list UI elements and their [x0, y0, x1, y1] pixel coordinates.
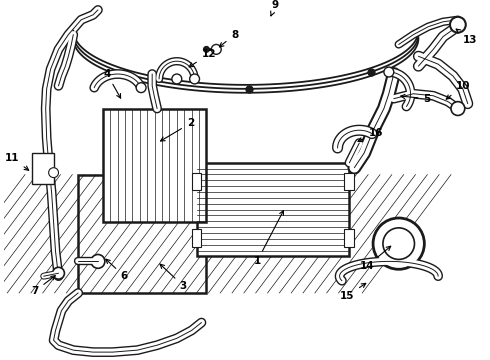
Bar — [344, 229, 354, 247]
Bar — [192, 173, 201, 190]
Text: 5: 5 — [401, 94, 431, 104]
Text: 3: 3 — [160, 264, 187, 291]
Bar — [344, 173, 354, 190]
Bar — [32, 153, 53, 184]
Bar — [103, 109, 206, 222]
Text: 10: 10 — [446, 81, 470, 99]
Text: 16: 16 — [358, 128, 384, 141]
Circle shape — [172, 74, 182, 84]
Bar — [196, 163, 349, 256]
Text: 1: 1 — [253, 211, 283, 266]
Circle shape — [190, 74, 199, 84]
Circle shape — [383, 228, 415, 260]
Circle shape — [136, 83, 146, 93]
Circle shape — [49, 168, 58, 177]
Text: 11: 11 — [4, 153, 28, 170]
Text: 13: 13 — [456, 29, 477, 45]
Text: 6: 6 — [106, 259, 128, 281]
Text: 14: 14 — [360, 246, 391, 271]
Circle shape — [384, 67, 394, 77]
Text: 7: 7 — [31, 276, 55, 296]
Circle shape — [373, 218, 424, 269]
Text: 9: 9 — [270, 0, 279, 16]
Circle shape — [52, 267, 64, 279]
Circle shape — [450, 17, 466, 33]
Text: 8: 8 — [220, 30, 238, 47]
Circle shape — [211, 44, 221, 54]
Circle shape — [91, 255, 105, 268]
Text: 15: 15 — [340, 283, 366, 301]
Text: 12: 12 — [189, 49, 216, 67]
Bar — [192, 229, 201, 247]
Text: 4: 4 — [103, 69, 121, 98]
Circle shape — [203, 46, 209, 52]
Text: 2: 2 — [161, 118, 194, 141]
Bar — [78, 175, 206, 293]
Circle shape — [451, 102, 465, 116]
